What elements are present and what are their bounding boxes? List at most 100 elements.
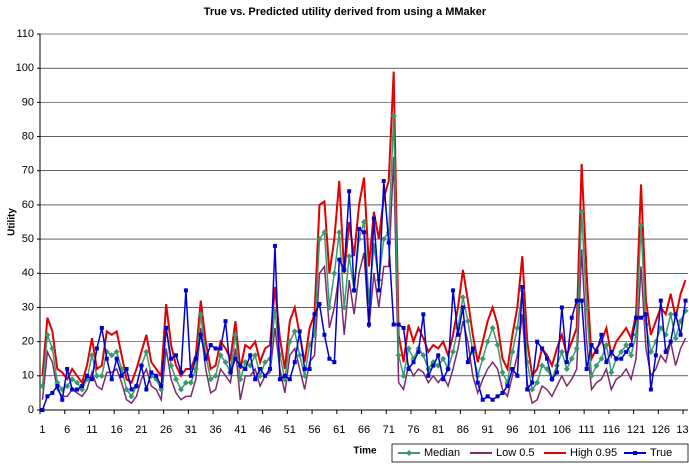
data-point (114, 356, 119, 361)
y-tick-label: 30 (22, 301, 34, 313)
data-point (94, 346, 99, 351)
y-tick-label: 80 (22, 130, 34, 142)
data-point (371, 216, 376, 221)
data-point (113, 348, 120, 355)
data-point (218, 346, 223, 351)
data-point (380, 236, 387, 243)
data-point (584, 366, 589, 371)
data-point (352, 288, 357, 293)
legend-label: Low 0.5 (496, 447, 535, 459)
data-point (64, 383, 71, 390)
data-point (99, 325, 104, 330)
data-point (98, 372, 105, 379)
x-tick-label: 91 (482, 424, 494, 436)
data-point (316, 236, 323, 243)
data-point (243, 366, 248, 371)
x-tick-label: 26 (160, 424, 172, 436)
data-point (123, 386, 130, 393)
data-point (263, 373, 268, 378)
data-point (207, 376, 214, 383)
data-point (401, 325, 406, 330)
y-tick-label: 100 (16, 62, 34, 74)
data-point (144, 387, 149, 392)
data-point (599, 332, 604, 337)
data-point (93, 372, 100, 379)
data-point (84, 373, 89, 378)
data-point (177, 386, 184, 393)
y-tick-label: 110 (16, 28, 34, 40)
data-point (217, 352, 224, 359)
data-point (484, 338, 491, 345)
data-point (405, 345, 412, 352)
data-point (139, 363, 144, 368)
data-point (446, 366, 451, 371)
x-tick-label: 86 (457, 424, 469, 436)
x-tick-label: 46 (259, 424, 271, 436)
data-point (653, 353, 658, 358)
data-point (198, 332, 203, 337)
data-point (667, 311, 674, 318)
data-point (44, 331, 51, 338)
data-point (400, 372, 407, 379)
x-tick-label: 1 (39, 424, 45, 436)
data-point (291, 328, 298, 335)
data-point (70, 387, 75, 392)
data-point (88, 352, 95, 359)
data-point (629, 343, 634, 348)
data-point (520, 284, 525, 289)
data-point (286, 338, 293, 345)
data-point (618, 348, 625, 355)
data-point (539, 362, 546, 369)
data-point (297, 329, 302, 334)
data-point (143, 348, 150, 355)
data-point (514, 324, 521, 331)
data-point (182, 379, 189, 386)
data-point (362, 230, 366, 235)
data-point (573, 345, 580, 352)
data-point (579, 298, 584, 303)
data-point (634, 315, 639, 320)
data-point (395, 352, 402, 359)
data-point (554, 370, 559, 375)
y-tick-label: 40 (22, 267, 34, 279)
data-point (500, 390, 505, 395)
data-point (187, 379, 194, 386)
data-point (603, 342, 610, 349)
x-tick-label: 116 (603, 424, 621, 436)
data-point (668, 339, 673, 344)
data-point (509, 348, 516, 355)
data-point (578, 208, 585, 215)
data-point (253, 377, 258, 382)
data-point (525, 387, 530, 392)
data-point (451, 288, 456, 293)
x-tick-label: 101 (528, 424, 546, 436)
data-point (614, 356, 619, 361)
y-tick-label: 90 (22, 96, 34, 108)
data-point (619, 356, 624, 361)
data-point (361, 219, 367, 225)
data-point (479, 355, 486, 362)
data-point (663, 349, 668, 354)
data-point (598, 355, 605, 362)
x-tick-label: 16 (111, 424, 123, 436)
series-line (41, 71, 687, 385)
x-tick-label: 111 (578, 424, 595, 436)
legend-label: High 0.95 (570, 447, 617, 459)
data-point (647, 348, 654, 355)
data-point (40, 408, 45, 412)
data-point (386, 240, 391, 245)
data-point (568, 355, 575, 362)
data-point (672, 335, 679, 342)
data-point (534, 379, 541, 386)
legend-marker (406, 450, 412, 456)
data-point (287, 377, 292, 382)
x-tick-label: 61 (333, 424, 345, 436)
data-point (149, 370, 154, 375)
data-point (549, 377, 554, 382)
data-point (510, 366, 515, 371)
data-point (678, 332, 683, 337)
data-point (262, 359, 269, 366)
data-point (188, 373, 193, 378)
data-point (489, 324, 496, 331)
data-point (342, 267, 347, 272)
